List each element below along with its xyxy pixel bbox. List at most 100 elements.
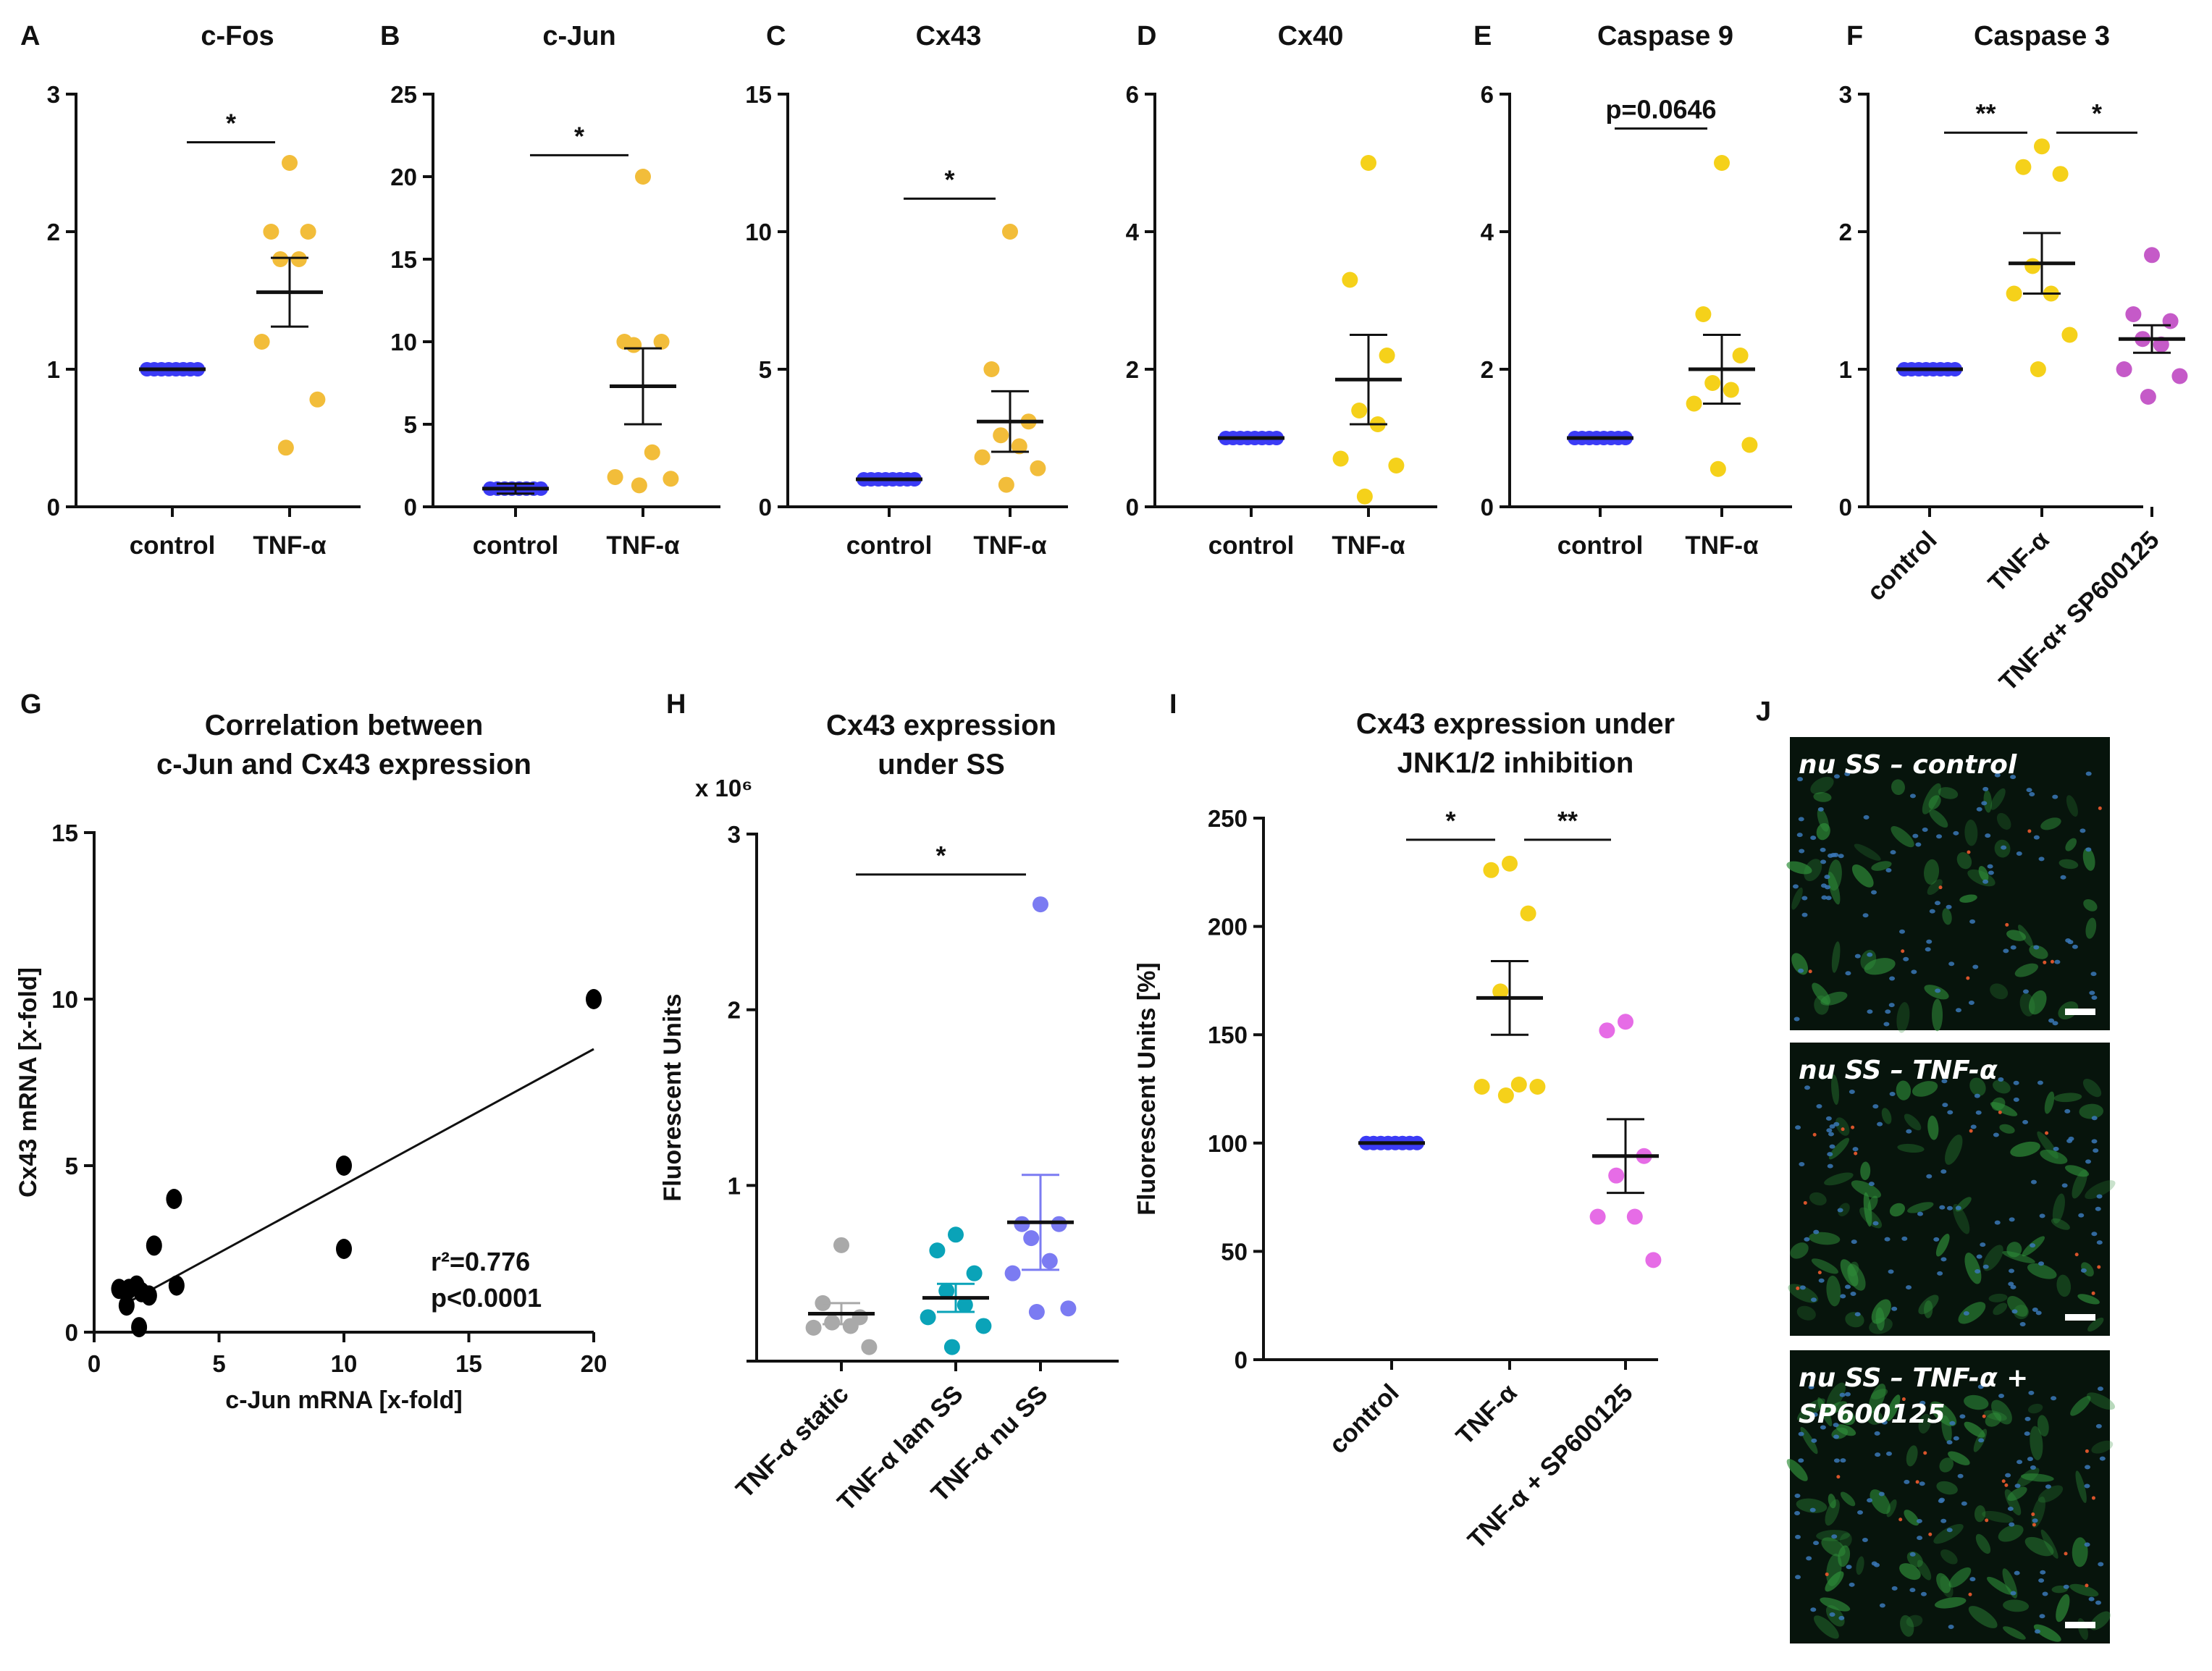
x-axis-label: c-Jun mRNA [x-fold]	[225, 1386, 462, 1414]
panel-letter: E	[1473, 21, 1492, 51]
cell-shape	[1983, 790, 1993, 813]
data-point	[948, 1226, 964, 1243]
x-category-label: TNF-α	[973, 531, 1047, 560]
nucleus-dot	[1852, 1147, 1859, 1152]
data-point	[1723, 382, 1739, 398]
nucleus-dot	[1825, 1116, 1832, 1121]
cell-shape	[1889, 1203, 1906, 1217]
y-tick-label: 0	[1481, 494, 1494, 521]
nucleus-dot	[2085, 1465, 2091, 1470]
cell-shape	[2006, 930, 2027, 941]
stain-spot	[2005, 922, 2009, 927]
nucleus-dot	[1820, 1425, 1826, 1430]
cell-shape	[1840, 1259, 1859, 1287]
data-point	[2030, 361, 2046, 377]
cell-shape	[1953, 1203, 1970, 1234]
nucleus-dot	[2095, 1600, 2101, 1605]
cell-shape	[1988, 1293, 2008, 1302]
data-point	[1714, 155, 1730, 171]
nucleus-dot	[1941, 1079, 1948, 1084]
stain-spot	[1841, 1127, 1845, 1132]
stain-spot	[2098, 806, 2102, 810]
y-tick-label: 0	[1839, 494, 1852, 521]
data-point	[938, 1282, 955, 1299]
nucleus-dot	[2039, 1614, 2045, 1619]
cell-shape	[1838, 1408, 1856, 1426]
nucleus-dot	[2011, 1309, 2018, 1314]
data-point	[131, 1317, 148, 1338]
cell-shape	[1968, 1606, 1998, 1628]
nucleus-dot	[1827, 1163, 1833, 1169]
y-tick-label: 6	[1481, 81, 1494, 108]
nucleus-dot	[1912, 833, 1919, 838]
nucleus-dot	[1982, 786, 1989, 791]
stain-spot	[1968, 1592, 1972, 1596]
x-category-label: TNF-α	[606, 531, 680, 560]
panel-title: Caspase 3	[1974, 21, 2110, 51]
nucleus-dot	[1826, 1128, 1833, 1133]
nucleus-dot	[2052, 794, 2058, 799]
nucleus-dot	[1982, 1264, 1989, 1269]
data-point	[300, 224, 316, 240]
nucleus-dot	[1885, 1451, 1892, 1456]
y-tick-label: 0	[1126, 494, 1139, 521]
panel-letter: A	[20, 21, 40, 51]
cell-shape	[1945, 1135, 1963, 1165]
nucleus-dot	[2035, 1310, 2042, 1316]
nucleus-dot	[1794, 1510, 1801, 1515]
scale-bar	[2065, 1314, 2095, 1321]
nucleus-dot	[1808, 1384, 1814, 1389]
cell-shape	[1811, 1258, 1838, 1274]
cell-shape	[1871, 1389, 1888, 1399]
nucleus-dot	[1833, 1121, 1840, 1127]
stain-spot	[1796, 1286, 1800, 1290]
data-point	[1589, 1208, 1606, 1225]
nucleus-dot	[2033, 835, 2040, 840]
data-point	[1520, 905, 1536, 922]
y-tick-label: 200	[1208, 914, 1248, 940]
data-point	[635, 169, 651, 185]
cell-shape	[2040, 817, 2061, 830]
data-point	[336, 1156, 352, 1176]
cell-shape	[2072, 1537, 2088, 1567]
cell-shape	[1924, 1300, 1933, 1318]
nucleus-dot	[1970, 1124, 1977, 1129]
cell-shape	[1938, 787, 1959, 799]
cell-shape	[2003, 1599, 2030, 1612]
cell-shape	[1867, 1410, 1883, 1425]
nucleus-dot	[1810, 836, 1817, 841]
y-tick-label: 0	[759, 494, 772, 521]
panel-title: Correlation between c-Jun and Cx43 expres…	[156, 710, 531, 780]
nucleus-dot	[1885, 868, 1892, 873]
scale-bar	[2065, 1622, 2095, 1628]
nucleus-dot	[1909, 1552, 1916, 1557]
data-point	[277, 439, 294, 456]
nucleus-dot	[1890, 850, 1896, 855]
scale-bar	[2065, 1009, 2095, 1015]
cell-shape	[1904, 1510, 1919, 1526]
y-tick-label: 3	[728, 821, 741, 848]
cell-shape	[1912, 1081, 1938, 1097]
cell-shape	[1891, 826, 1914, 848]
data-point	[168, 1275, 185, 1296]
data-point	[861, 1339, 878, 1355]
nucleus-dot	[1969, 919, 1976, 924]
nucleus-dot	[1976, 1254, 1982, 1259]
panel-letter: C	[766, 21, 786, 51]
cell-shape	[1964, 1253, 1982, 1284]
nucleus-dot	[1809, 1507, 1816, 1512]
x-category-label: TNF-α	[1685, 531, 1759, 560]
stain-spot	[1812, 1132, 1817, 1137]
data-point	[1388, 458, 1405, 473]
panel-title: c-Fos	[201, 21, 274, 51]
nucleus-dot	[2038, 1261, 2045, 1266]
y-tick-label: 2	[728, 997, 741, 1024]
nucleus-dot	[1799, 1285, 1806, 1290]
nucleus-dot	[1851, 1239, 1857, 1245]
nucleus-dot	[1911, 969, 1917, 975]
nucleus-dot	[1845, 971, 1851, 976]
nucleus-dot	[2029, 792, 2035, 797]
title-line: c-Jun	[542, 21, 615, 51]
y-tick-label: 10	[390, 329, 417, 355]
